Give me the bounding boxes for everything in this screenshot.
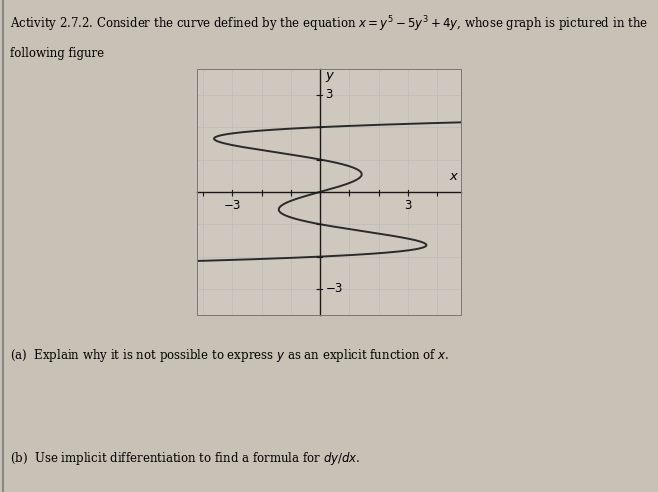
Text: $x$: $x$ xyxy=(449,170,459,183)
Text: $-3$: $-3$ xyxy=(223,199,241,212)
Text: (b)  Use implicit differentiation to find a formula for $dy/dx$.: (b) Use implicit differentiation to find… xyxy=(10,450,361,467)
Text: $3$: $3$ xyxy=(326,88,334,101)
Text: $3$: $3$ xyxy=(404,199,412,212)
Text: Activity 2.7.2. Consider the curve defined by the equation $x = y^5 - 5y^3 + 4y$: Activity 2.7.2. Consider the curve defin… xyxy=(10,15,648,34)
Text: following figure: following figure xyxy=(10,47,104,60)
Text: $y$: $y$ xyxy=(326,70,336,85)
Text: (a)  Explain why it is not possible to express $y$ as an explicit function of $x: (a) Explain why it is not possible to ex… xyxy=(10,347,449,364)
Text: $-3$: $-3$ xyxy=(326,282,344,296)
